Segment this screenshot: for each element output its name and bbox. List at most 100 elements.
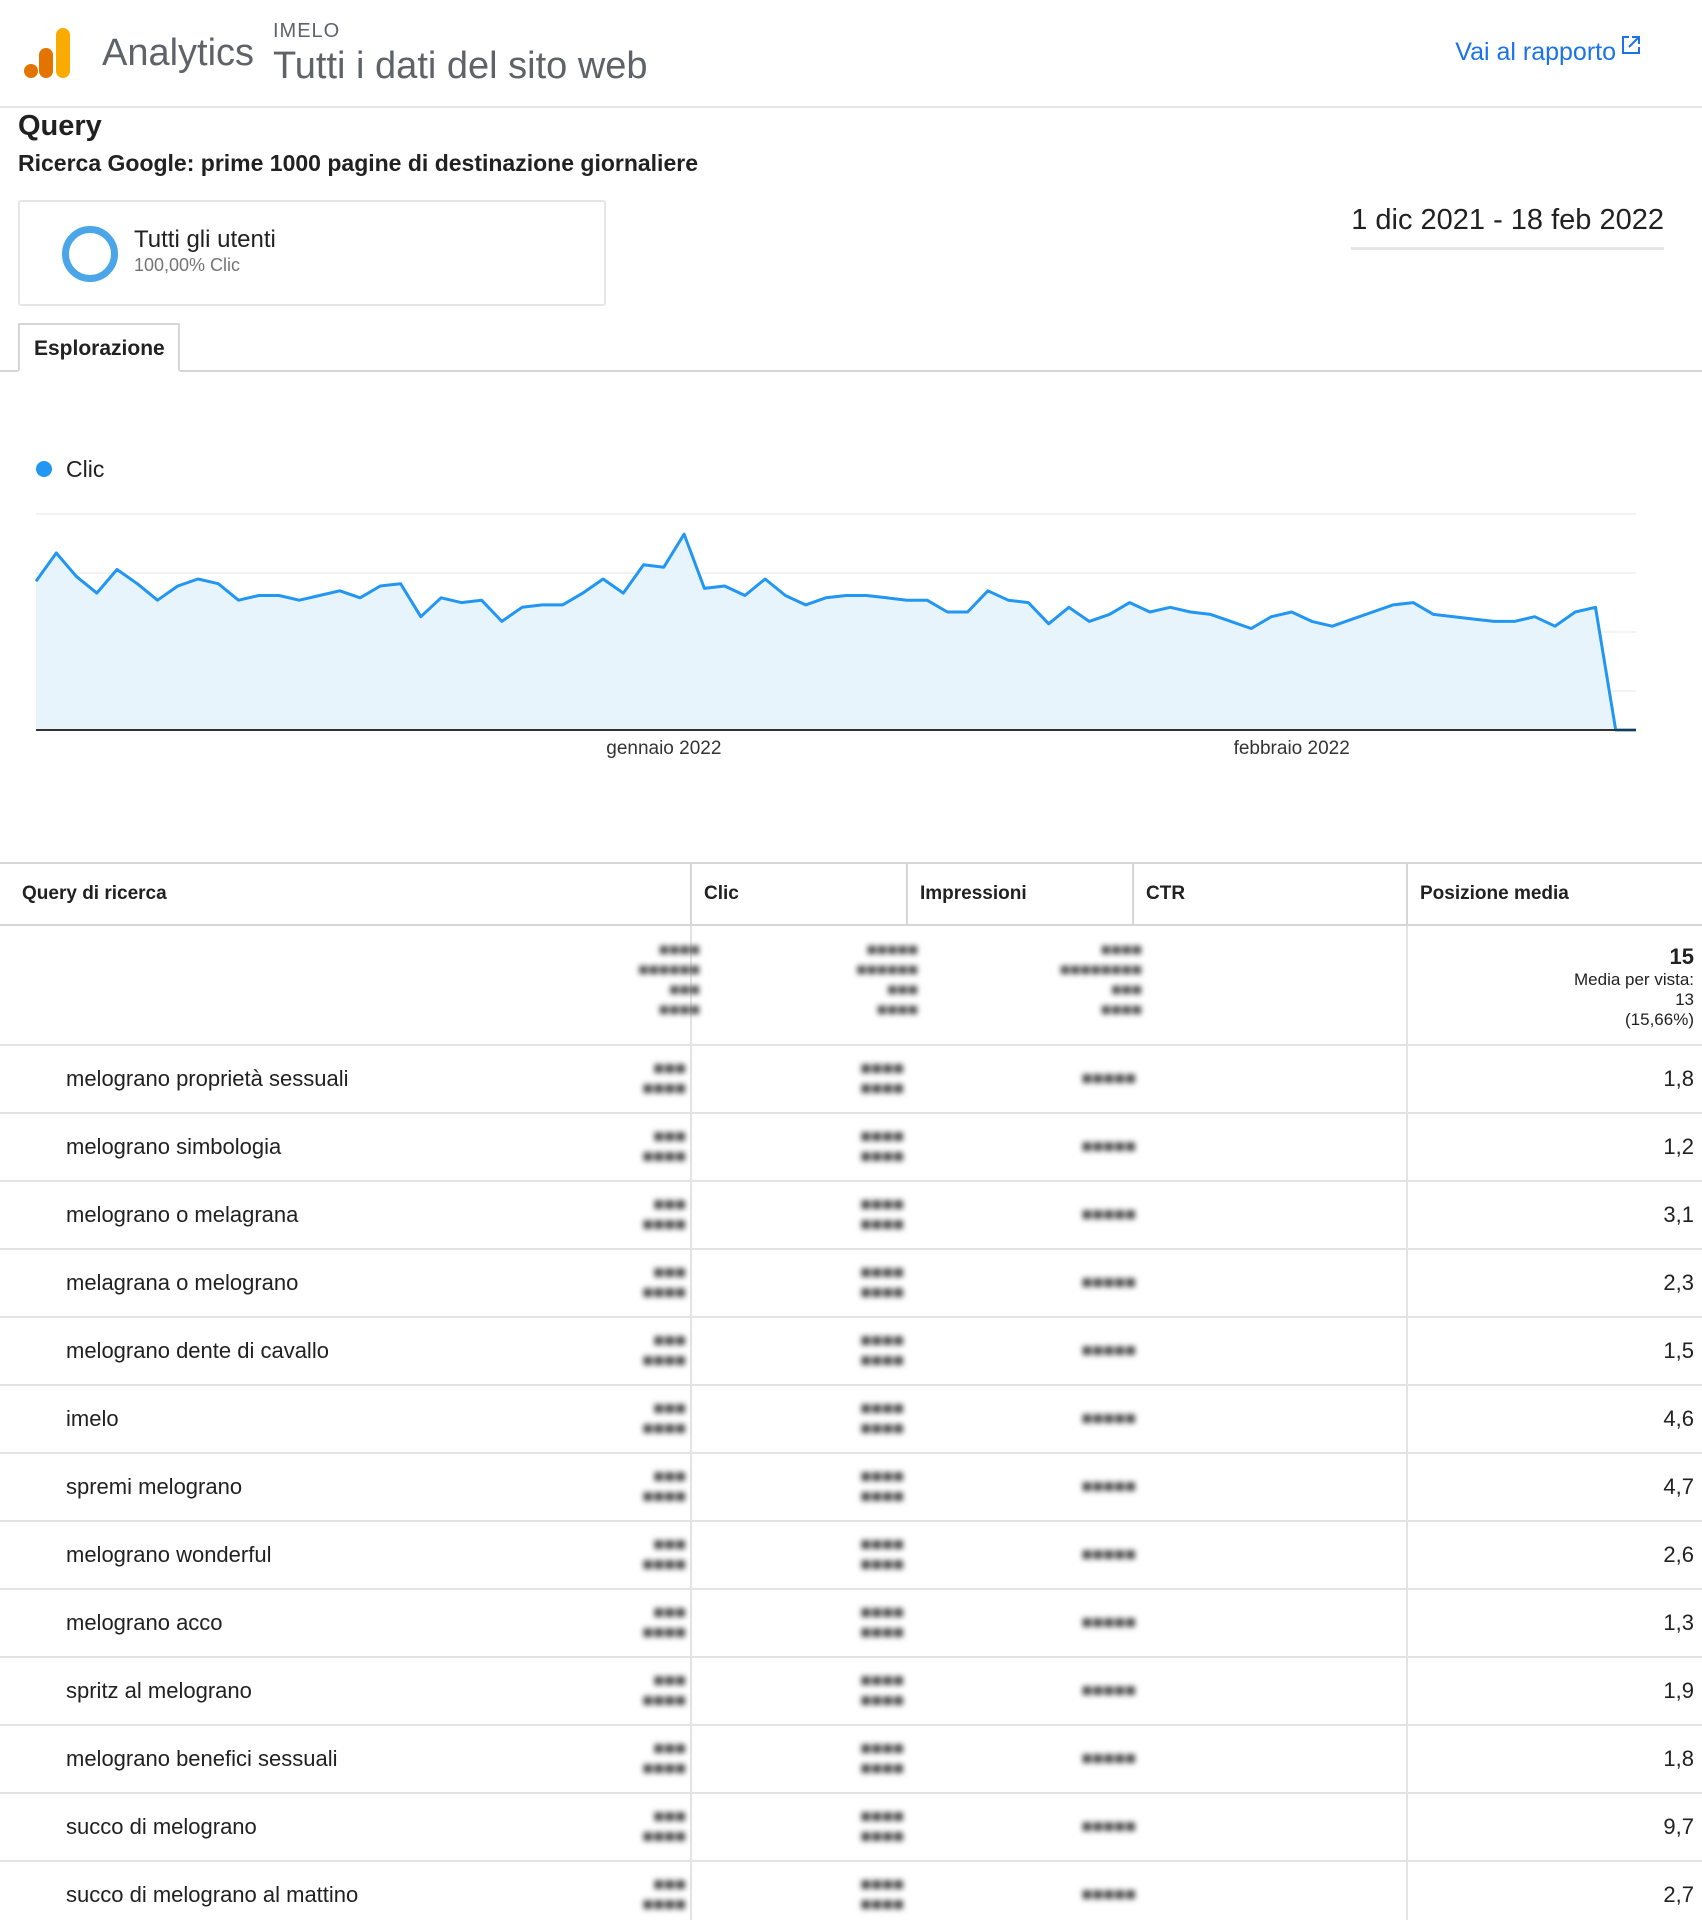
position-cell: 1,8 <box>1663 1746 1694 1771</box>
ctr-cell-blurred: ■■■■■ <box>1081 1816 1136 1836</box>
query-cell[interactable]: melograno proprietà sessuali <box>66 1066 349 1091</box>
clicks-cell-blurred: ■■■ ■■■■ <box>642 1806 687 1846</box>
query-cell[interactable]: succo di melograno <box>66 1814 257 1839</box>
summary-ctr-blurred: ■■■■ ■■■■■■■■ ■■■ ■■■■ <box>1059 940 1142 1019</box>
summary-clicks-blurred: ■■■■ ■■■■■■ ■■■ ■■■■ <box>638 940 700 1019</box>
query-cell[interactable]: imelo <box>66 1406 119 1431</box>
impressions-cell-blurred: ■■■■ ■■■■ <box>860 1670 905 1710</box>
position-cell: 2,3 <box>1663 1270 1694 1295</box>
query-cell[interactable]: melograno o melagrana <box>66 1202 299 1227</box>
position-cell: 1,2 <box>1663 1134 1694 1159</box>
table-row[interactable]: melograno simbologia ■■■ ■■■■ ■■■■ ■■■■ ■■■■■… <box>0 1114 1702 1182</box>
col-header-impressions[interactable]: Impressioni <box>906 864 1132 926</box>
clicks-cell-blurred: ■■■ ■■■■ <box>642 1466 687 1506</box>
impressions-cell-blurred: ■■■■ ■■■■ <box>860 1874 905 1914</box>
impressions-cell-blurred: ■■■■ ■■■■ <box>860 1398 905 1438</box>
position-cell: 1,3 <box>1663 1610 1694 1635</box>
clicks-chart[interactable]: gennaio 2022 febbraio 2022 <box>0 480 1702 770</box>
col-header-clicks[interactable]: Clic <box>690 864 906 926</box>
impressions-cell-blurred: ■■■■ ■■■■ <box>860 1262 905 1302</box>
query-cell[interactable]: spritz al melograno <box>66 1678 252 1703</box>
ctr-cell-blurred: ■■■■■ <box>1081 1680 1136 1700</box>
position-cell: 4,6 <box>1663 1406 1694 1431</box>
query-cell[interactable]: melograno benefici sessuali <box>66 1746 338 1771</box>
series-area-clic <box>36 534 1636 730</box>
column-divider <box>1406 926 1408 1920</box>
clicks-cell-blurred: ■■■ ■■■■ <box>642 1330 687 1370</box>
query-cell[interactable]: melograno simbologia <box>66 1134 282 1159</box>
clicks-cell-blurred: ■■■ ■■■■ <box>642 1670 687 1710</box>
query-cell[interactable]: melagrana o melograno <box>66 1270 299 1295</box>
impressions-cell-blurred: ■■■■ ■■■■ <box>860 1330 905 1370</box>
table-row[interactable]: spritz al melograno ■■■ ■■■■ ■■■■ ■■■■ ■■■■■ 1… <box>0 1658 1702 1726</box>
clicks-cell-blurred: ■■■ ■■■■ <box>642 1534 687 1574</box>
date-range-picker[interactable]: 1 dic 2021 - 18 feb 2022 <box>1351 204 1664 250</box>
table-row[interactable]: melograno o melagrana ■■■ ■■■■ ■■■■ ■■■■ ■■■■… <box>0 1182 1702 1250</box>
external-link-icon[interactable] <box>1620 34 1642 56</box>
table-header: Query di ricerca Clic Impressioni CTR Po… <box>0 862 1702 926</box>
summary-position-pct: (15,66%) <box>1625 1010 1694 1029</box>
position-cell: 3,1 <box>1663 1202 1694 1227</box>
segment-metric: 100,00% Clic <box>134 255 241 275</box>
table-row[interactable]: melograno benefici sessuali ■■■ ■■■■ ■■■■ ■■… <box>0 1726 1702 1794</box>
clicks-cell-blurred: ■■■ ■■■■ <box>642 1262 687 1302</box>
column-divider <box>690 926 692 1920</box>
ctr-cell-blurred: ■■■■■ <box>1081 1476 1136 1496</box>
go-to-report-link[interactable]: Vai al rapporto <box>1455 38 1616 66</box>
property-name[interactable]: IMELO <box>273 20 341 42</box>
summary-position-view-avg: 13 <box>1675 990 1694 1009</box>
table-row[interactable]: melograno wonderful ■■■ ■■■■ ■■■■ ■■■■ ■■■■■ 2… <box>0 1522 1702 1590</box>
table-row[interactable]: melograno proprietà sessuali ■■■ ■■■■ ■■■■ ■… <box>0 1046 1702 1114</box>
segment-card[interactable]: Tutti gli utenti 100,00% Clic <box>18 200 606 306</box>
query-cell[interactable]: melograno wonderful <box>66 1542 272 1567</box>
report-title: Query <box>18 110 102 142</box>
tab-esplorazione[interactable]: Esplorazione <box>18 323 180 372</box>
table-row[interactable]: spremi melograno ■■■ ■■■■ ■■■■ ■■■■ ■■■■■ 4,7 <box>0 1454 1702 1522</box>
series-line-clic[interactable] <box>34 532 1636 732</box>
query-cell[interactable]: succo di melograno al mattino <box>66 1882 359 1907</box>
ctr-cell-blurred: ■■■■■ <box>1081 1612 1136 1632</box>
query-cell[interactable]: spremi melograno <box>66 1474 243 1499</box>
clicks-cell-blurred: ■■■ ■■■■ <box>642 1738 687 1778</box>
clicks-cell-blurred: ■■■ ■■■■ <box>642 1874 687 1914</box>
analytics-logo-icon[interactable] <box>24 28 72 80</box>
position-cell: 2,6 <box>1663 1542 1694 1567</box>
position-cell: 1,8 <box>1663 1066 1694 1091</box>
top-bar: Analytics IMELO Tutti i dati del sito we… <box>0 0 1702 108</box>
ctr-cell-blurred: ■■■■■ <box>1081 1068 1136 1088</box>
x-tick-label: gennaio 2022 <box>606 738 721 759</box>
impressions-cell-blurred: ■■■■ ■■■■ <box>860 1806 905 1846</box>
table-row[interactable]: imelo ■■■ ■■■■ ■■■■ ■■■■ ■■■■■ 4,6 <box>0 1386 1702 1454</box>
table-row[interactable]: succo di melograno al mattino ■■■ ■■■■ ■■■■… <box>0 1862 1702 1920</box>
impressions-cell-blurred: ■■■■ ■■■■ <box>860 1194 905 1234</box>
ctr-cell-blurred: ■■■■■ <box>1081 1340 1136 1360</box>
ctr-cell-blurred: ■■■■■ <box>1081 1748 1136 1768</box>
ctr-cell-blurred: ■■■■■ <box>1081 1408 1136 1428</box>
col-header-ctr[interactable]: CTR <box>1132 864 1406 926</box>
table-row[interactable]: melograno acco ■■■ ■■■■ ■■■■ ■■■■ ■■■■■ 1,3 <box>0 1590 1702 1658</box>
query-cell[interactable]: melograno acco <box>66 1610 223 1635</box>
col-header-query[interactable]: Query di ricerca <box>22 883 167 904</box>
ctr-cell-blurred: ■■■■■ <box>1081 1884 1136 1904</box>
brand-name: Analytics <box>102 32 255 74</box>
table-row[interactable]: melograno dente di cavallo ■■■ ■■■■ ■■■■ ■■■… <box>0 1318 1702 1386</box>
clicks-cell-blurred: ■■■ ■■■■ <box>642 1602 687 1642</box>
table-row[interactable]: succo di melograno ■■■ ■■■■ ■■■■ ■■■■ ■■■■■ 9,… <box>0 1794 1702 1862</box>
segment-ring-icon <box>62 226 118 282</box>
impressions-cell-blurred: ■■■■ ■■■■ <box>860 1534 905 1574</box>
legend-dot-clic <box>36 461 52 477</box>
summary-position: 15 Media per vista: 13 (15,66%) <box>1574 944 1694 1030</box>
position-cell: 4,7 <box>1663 1474 1694 1499</box>
query-cell[interactable]: melograno dente di cavallo <box>66 1338 329 1363</box>
tabs-divider <box>0 370 1702 372</box>
table-summary-row: ■■■■ ■■■■■■ ■■■ ■■■■ ■■■■■ ■■■■■■ ■■■ ■■■■ ■■■… <box>0 926 1702 1046</box>
clicks-cell-blurred: ■■■ ■■■■ <box>642 1398 687 1438</box>
view-title[interactable]: Tutti i dati del sito web <box>273 45 648 87</box>
table-row[interactable]: melagrana o melograno ■■■ ■■■■ ■■■■ ■■■■ ■■■■… <box>0 1250 1702 1318</box>
segment-name: Tutti gli utenti <box>134 226 276 253</box>
impressions-cell-blurred: ■■■■ ■■■■ <box>860 1602 905 1642</box>
report-subtitle: Ricerca Google: prime 1000 pagine di des… <box>18 150 698 176</box>
col-header-avg-position[interactable]: Posizione media <box>1406 864 1702 926</box>
clicks-cell-blurred: ■■■ ■■■■ <box>642 1194 687 1234</box>
impressions-cell-blurred: ■■■■ ■■■■ <box>860 1058 905 1098</box>
